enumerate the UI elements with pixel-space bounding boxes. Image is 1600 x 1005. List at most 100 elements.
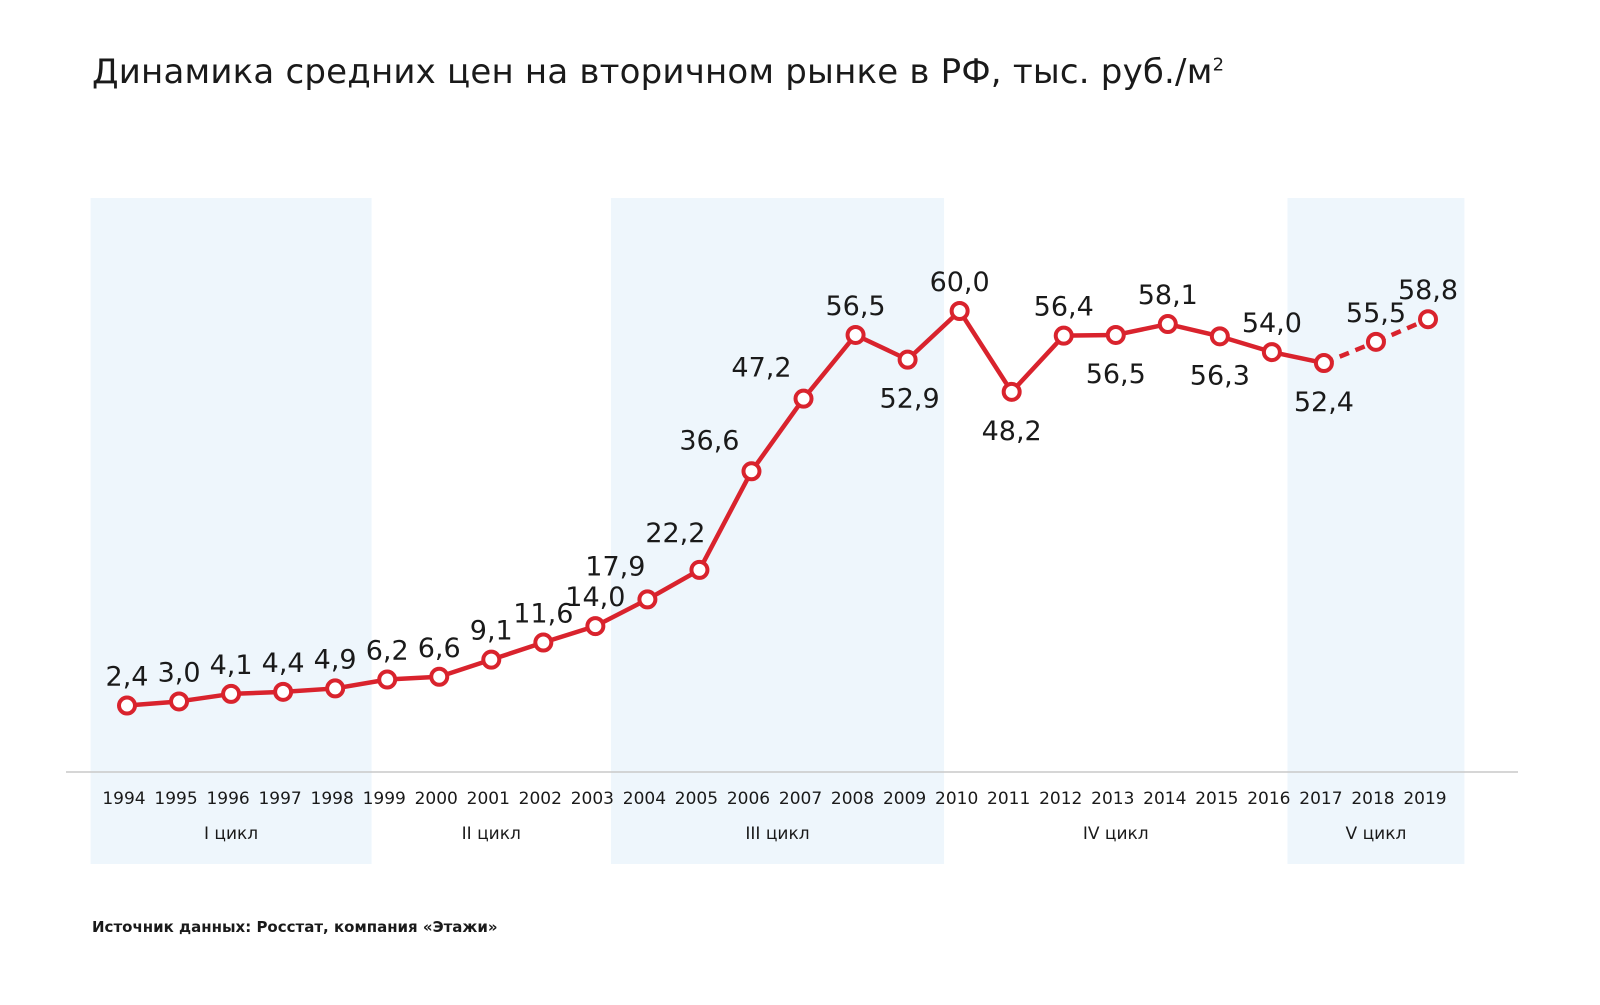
chart-title-text: Динамика средних цен на вторичном рынке … [92,52,1213,92]
data-labels: 2,4 3,0 4,1 4,4 4,9 6,2 6,6 9,111,614,017,922,2… [106,267,1459,693]
data-label: 47,2 [731,353,791,384]
data-label: 4,4 [262,648,305,679]
data-label: 14,0 [565,582,625,613]
data-point [377,669,398,690]
data-point [897,349,918,370]
x-tick-label: 1997 [258,789,301,809]
data-label: 6,2 [366,636,409,667]
x-tick-label: 2013 [1091,789,1134,809]
x-tick-label: 1998 [311,789,354,809]
series-segment [905,308,962,362]
series-segment [1009,333,1066,395]
data-label: 52,4 [1294,387,1354,418]
cycle-labels: I цикл II цикл III цикл IV цикл V цикл [204,824,1406,844]
data-label: 36,6 [679,425,739,456]
data-point [585,616,606,637]
x-tick-label: 2003 [571,789,614,809]
data-label: 56,3 [1190,360,1250,391]
data-point [1209,326,1230,347]
cycle-label-3: III цикл [745,824,809,844]
x-tick-label: 2002 [519,789,562,809]
x-tick-label: 2000 [415,789,458,809]
data-point [845,324,866,345]
data-label: 22,2 [645,518,705,549]
data-point [273,681,294,702]
x-tick-label: 2009 [883,789,926,809]
data-point [1261,342,1282,363]
cycle-band-1 [90,198,372,864]
data-label: 3,0 [158,657,201,688]
data-label: 55,5 [1346,298,1406,329]
data-point [1157,314,1178,335]
data-point [533,632,554,653]
x-tick-label: 2010 [935,789,978,809]
cycle-label-2: II цикл [462,824,521,844]
data-point [1053,325,1074,346]
data-label: 4,1 [210,650,253,681]
data-label: 58,1 [1138,280,1198,311]
data-label: 56,5 [1086,359,1146,390]
x-tick-label: 2014 [1143,789,1186,809]
data-label: 2,4 [106,662,149,693]
x-tick-label: 2004 [623,789,666,809]
x-tick-label: 1994 [102,789,145,809]
data-label: 48,2 [982,416,1042,447]
x-tick-label: 2001 [467,789,510,809]
cycle-label-4: IV цикл [1083,824,1149,844]
x-tick-label: 2012 [1039,789,1082,809]
x-tick-label: 2006 [727,789,770,809]
series-segment [749,396,806,474]
data-point [793,388,814,409]
data-label: 56,5 [825,291,885,322]
x-tick-label: 2007 [779,789,822,809]
x-tick-label: 2011 [987,789,1030,809]
data-point [689,559,710,580]
data-point [741,461,762,482]
source-note: Источник данных: Росстат, компания «Этаж… [92,918,498,936]
series-segment [801,332,858,401]
series-segment [697,469,754,573]
data-label: 56,4 [1034,292,1094,323]
data-point [117,695,137,716]
data-point [481,649,502,670]
data-point [1313,353,1334,374]
data-label: 11,6 [513,599,573,630]
chart-title: Динамика средних цен на вторичном рынке … [92,52,1224,92]
chart-title-superscript: 2 [1212,54,1225,76]
series-segment [957,308,1014,395]
x-tick-label: 2017 [1299,789,1342,809]
data-point [1105,324,1126,345]
data-point [1365,331,1386,352]
x-tick-label: 2015 [1195,789,1238,809]
data-label: 58,8 [1398,275,1458,306]
data-point [1001,381,1022,402]
x-tick-label: 1995 [154,789,197,809]
x-tick-label: 2005 [675,789,718,809]
data-label: 60,0 [930,267,990,298]
data-point [429,666,450,687]
data-point [1418,309,1438,330]
data-point [169,691,190,712]
x-tick-labels: 1994 1995 1996 1997 1998 1999 2000 2001 2002 2003… [102,789,1446,809]
cycle-label-5: V цикл [1346,824,1407,844]
x-tick-label: 2016 [1247,789,1290,809]
data-point [949,301,970,321]
cycle-band-5 [1287,198,1465,864]
cycle-label-1: I цикл [204,824,258,844]
data-label: 4,9 [314,644,357,675]
x-tick-label: 2019 [1403,789,1446,809]
data-label: 9,1 [470,616,513,647]
data-point [637,589,658,610]
data-points [117,301,1438,716]
x-tick-label: 1996 [206,789,249,809]
data-point [221,683,242,704]
x-tick-label: 2008 [831,789,874,809]
cycle-bands [90,198,1465,864]
data-label: 52,9 [880,384,940,415]
x-tick-label: 1999 [363,789,406,809]
data-label: 54,0 [1242,308,1302,339]
data-point [325,678,346,699]
data-label: 6,6 [418,633,461,664]
x-tick-label: 2018 [1351,789,1394,809]
